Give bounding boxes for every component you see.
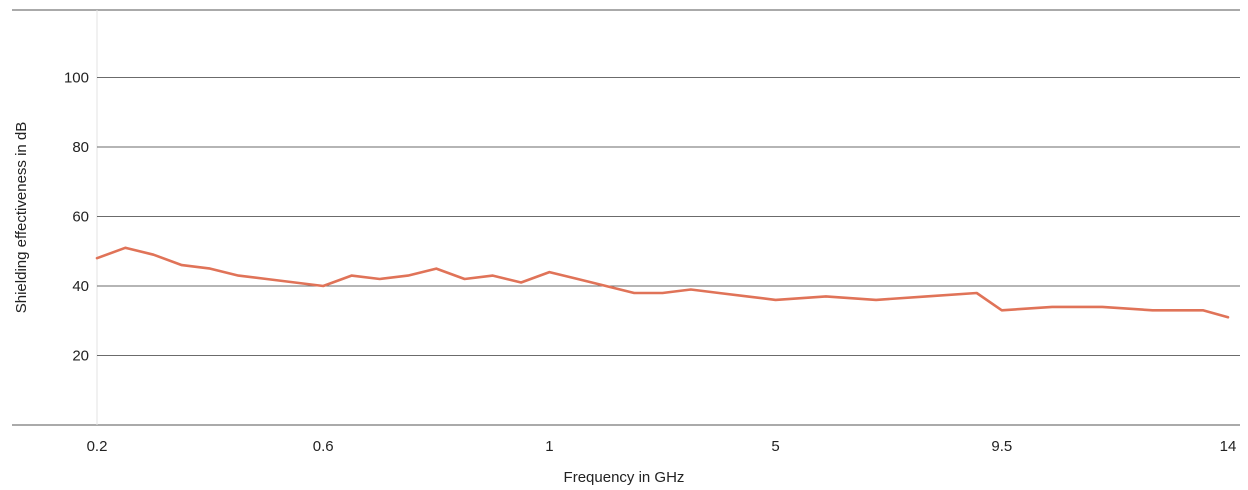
x-tick-label: 9.5 xyxy=(991,438,1012,455)
x-tick-label: 5 xyxy=(771,438,779,455)
x-axis-title: Frequency in GHz xyxy=(564,469,685,486)
x-tick-label: 0.2 xyxy=(87,438,108,455)
series-group xyxy=(95,246,1230,319)
x-tick-labels: 0.2 0.6 1 5 9.5 14 xyxy=(87,438,1237,455)
x-tick-label: 14 xyxy=(1220,438,1237,455)
y-tick-labels: 20 40 60 80 100 xyxy=(64,70,89,365)
y-axis-title: Shielding effectiveness in dB xyxy=(13,122,30,314)
series-line-0 xyxy=(95,246,1230,319)
gridlines xyxy=(97,77,1240,356)
x-tick-label: 1 xyxy=(545,438,553,455)
y-tick-label: 60 xyxy=(72,209,89,226)
y-tick-label: 20 xyxy=(72,348,89,365)
y-tick-label: 100 xyxy=(64,70,89,87)
x-tick-label: 0.6 xyxy=(313,438,334,455)
y-tick-label: 40 xyxy=(72,278,89,295)
y-tick-label: 80 xyxy=(72,139,89,156)
